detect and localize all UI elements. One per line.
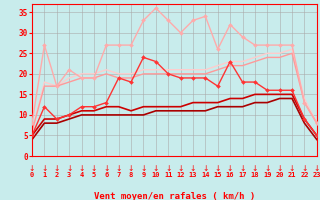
Text: ↓: ↓ (78, 164, 85, 173)
Text: ↓: ↓ (239, 164, 246, 173)
Text: ↓: ↓ (202, 164, 209, 173)
Text: ↓: ↓ (140, 164, 147, 173)
Text: ↓: ↓ (314, 164, 320, 173)
Text: ↓: ↓ (190, 164, 196, 173)
Text: ↓: ↓ (252, 164, 258, 173)
X-axis label: Vent moyen/en rafales ( km/h ): Vent moyen/en rafales ( km/h ) (94, 192, 255, 200)
Text: ↓: ↓ (66, 164, 72, 173)
Text: ↓: ↓ (214, 164, 221, 173)
Text: ↓: ↓ (301, 164, 308, 173)
Text: ↓: ↓ (165, 164, 172, 173)
Text: ↓: ↓ (29, 164, 35, 173)
Text: ↓: ↓ (53, 164, 60, 173)
Text: ↓: ↓ (153, 164, 159, 173)
Text: ↓: ↓ (276, 164, 283, 173)
Text: ↓: ↓ (264, 164, 270, 173)
Text: ↓: ↓ (41, 164, 48, 173)
Text: ↓: ↓ (227, 164, 233, 173)
Text: ↓: ↓ (289, 164, 295, 173)
Text: ↓: ↓ (91, 164, 97, 173)
Text: ↓: ↓ (116, 164, 122, 173)
Text: ↓: ↓ (177, 164, 184, 173)
Text: ↓: ↓ (128, 164, 134, 173)
Text: ↓: ↓ (103, 164, 109, 173)
